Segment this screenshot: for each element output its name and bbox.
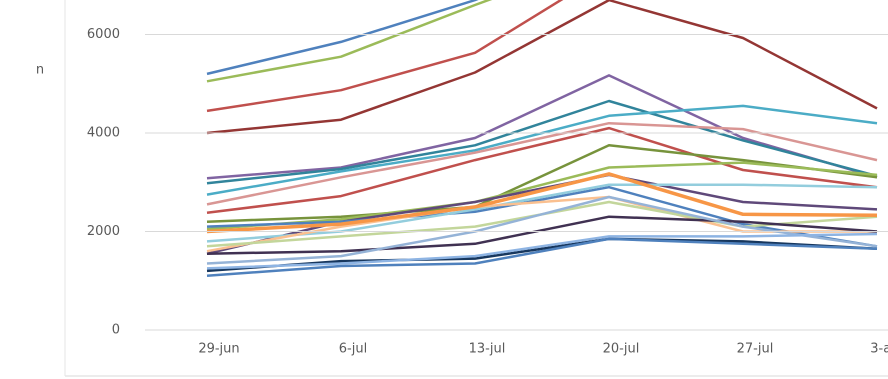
series-line <box>206 161 878 231</box>
series-line <box>206 144 878 223</box>
series-line <box>206 0 564 113</box>
series-line <box>206 0 479 76</box>
series-line <box>206 0 878 135</box>
series-line <box>206 74 878 180</box>
series-line <box>206 126 878 215</box>
series-line <box>206 195 878 265</box>
x-tick-label: 20-jul <box>603 342 640 357</box>
series-line <box>206 0 493 83</box>
series-line <box>206 215 878 255</box>
plot-area <box>206 0 878 278</box>
series-line <box>206 121 878 206</box>
y-tick-label: 2000 <box>87 224 120 239</box>
x-tick-label: 13-jul <box>469 342 506 357</box>
series-line <box>206 172 878 234</box>
x-tick-label: 3-aug <box>870 342 888 357</box>
series-line <box>206 183 878 243</box>
y-tick-label: 4000 <box>87 126 120 141</box>
series-line <box>206 185 878 248</box>
x-tick-label: 6-jul <box>339 342 367 357</box>
y-tick-label: 6000 <box>87 27 120 42</box>
series-line <box>206 99 878 185</box>
y-axis-title: n <box>36 63 44 78</box>
y-tick-label: 0 <box>112 323 120 338</box>
series-line <box>206 237 878 278</box>
x-tick-label: 29-jun <box>198 342 239 357</box>
series-line <box>206 237 878 273</box>
series-line <box>206 232 878 270</box>
x-tick-label: 27-jul <box>737 342 774 357</box>
